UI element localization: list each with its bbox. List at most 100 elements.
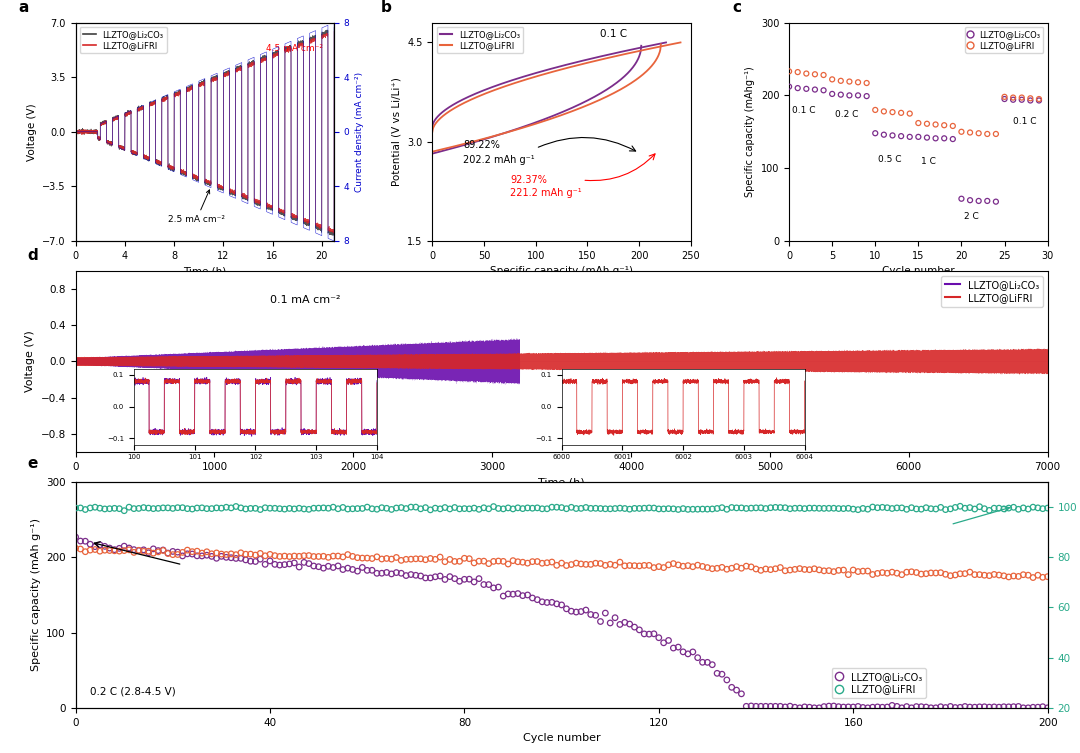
Point [252,553,269,566]
Point [645,628,662,640]
Point [140,547,158,559]
Point [743,502,760,514]
Point [602,558,619,570]
Text: c: c [732,0,741,14]
Point [421,572,438,584]
Point [164,549,181,561]
Point [1004,92,1022,104]
Point [981,505,998,517]
Point [238,503,255,515]
Point [397,553,415,566]
Text: 0.2 C (2.8-4.5 V): 0.2 C (2.8-4.5 V) [91,686,176,697]
Point [665,642,683,654]
Point [798,68,815,80]
Point [285,503,302,515]
Point [791,562,808,575]
Point [1010,571,1027,583]
Point [577,559,594,571]
Point [514,590,531,602]
Point [588,557,605,569]
Point [616,617,633,629]
Point [840,75,858,87]
Point [320,502,337,514]
Point [353,562,372,574]
Point [660,559,677,571]
Point [976,569,994,581]
Point [489,502,508,514]
Point [402,553,419,566]
Point [796,502,813,514]
Point [767,562,784,575]
Point [582,608,599,620]
Point [174,550,191,562]
Point [868,567,886,579]
Point [577,501,594,514]
Point [752,700,769,712]
Point [471,503,488,515]
Point [417,572,434,584]
Point [786,701,804,713]
Point [970,195,987,207]
Point [626,621,644,633]
Point [858,77,875,89]
Point [291,550,308,562]
Text: 221.2 mAh g⁻¹: 221.2 mAh g⁻¹ [510,188,581,198]
Legend: LLZTO@Li₂CO₃, LLZTO@LiFRI: LLZTO@Li₂CO₃, LLZTO@LiFRI [80,27,166,53]
Point [732,687,750,700]
Point [800,564,819,576]
Point [611,618,629,630]
Point [436,574,454,586]
Point [238,554,255,566]
Point [320,560,337,572]
Point [631,560,648,572]
Point [927,702,944,714]
Point [888,501,905,514]
Point [679,559,697,572]
Point [650,560,667,572]
Point [246,556,265,568]
Point [111,545,127,557]
Point [743,700,760,712]
Point [970,127,987,139]
Point [568,557,585,569]
Point [588,502,605,514]
Point [932,567,949,579]
Point [815,502,833,514]
Point [329,560,347,572]
Point [781,66,798,78]
Point [563,559,580,571]
Point [271,503,288,515]
Point [456,573,473,585]
Point [815,700,833,712]
Point [92,502,108,514]
Point [71,535,90,547]
Point [893,501,910,514]
Point [460,573,477,585]
Point [922,567,940,579]
Point [281,550,298,562]
Point [824,88,841,100]
Legend: LLZTO@Li₂CO₃, LLZTO@LiFRI: LLZTO@Li₂CO₃, LLZTO@LiFRI [832,668,926,699]
Text: 202.2 mAh g⁻¹: 202.2 mAh g⁻¹ [463,155,535,165]
Point [704,503,721,515]
Point [140,545,158,557]
Point [499,588,517,600]
Point [1029,701,1047,713]
Point [951,500,969,512]
Point [514,556,531,569]
Point [451,555,469,567]
Point [160,547,177,559]
Point [901,108,918,120]
Point [300,503,318,515]
Point [421,504,438,516]
Point [306,502,323,514]
Point [518,502,536,514]
Point [699,562,716,574]
Point [849,566,866,578]
Point [845,503,862,515]
Point [568,502,585,514]
Point [738,560,755,572]
Point [407,553,424,565]
Point [713,668,730,680]
Point [421,553,438,565]
